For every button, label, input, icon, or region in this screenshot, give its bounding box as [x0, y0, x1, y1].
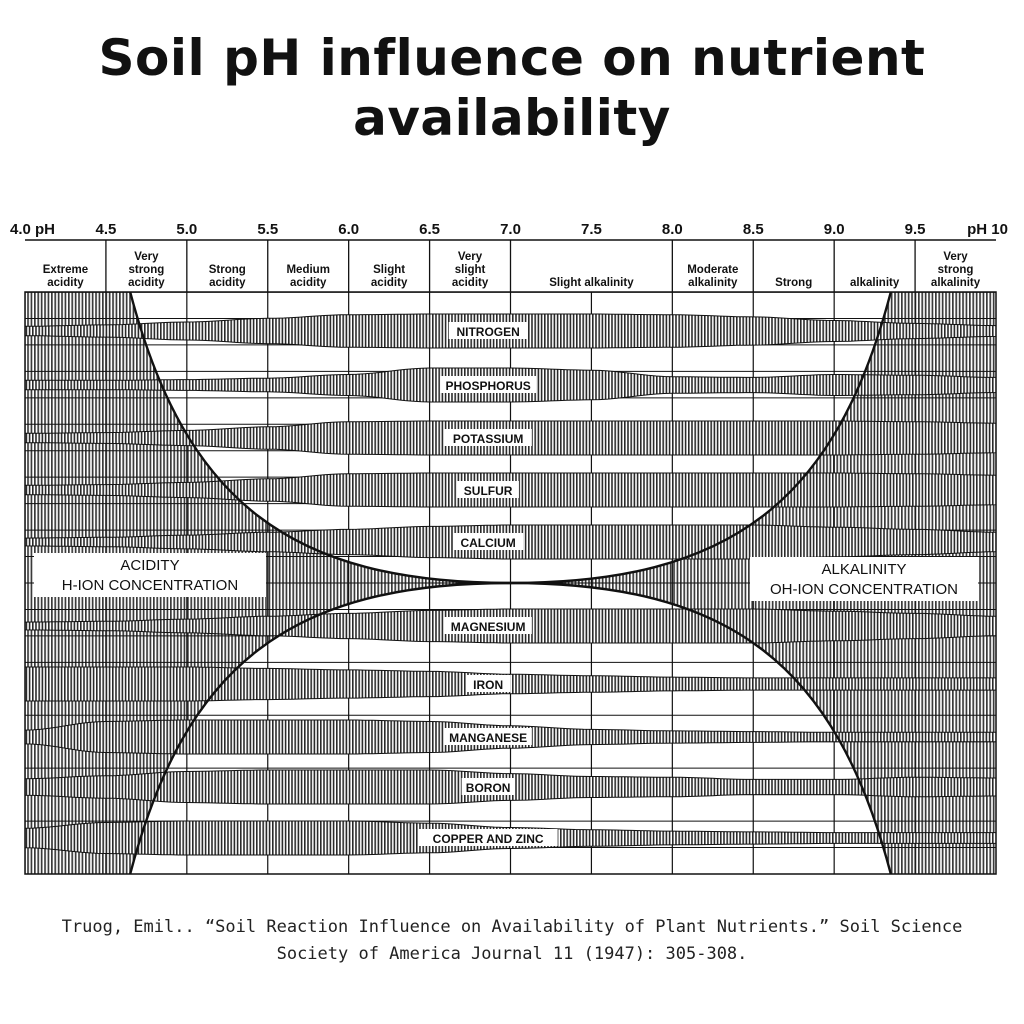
- concentration-curve: [129, 291, 511, 585]
- reaction-class-label: alkalinity: [688, 277, 738, 289]
- ph-tick-label: pH 10: [967, 221, 1008, 238]
- region-label-text: OH-ION CONCENTRATION: [770, 581, 958, 598]
- nutrient-band-phosphorus: PHOSPHORUS: [24, 367, 997, 403]
- concentration-curve: [510, 581, 892, 875]
- reaction-class-label: acidity: [209, 277, 246, 289]
- nutrient-label: CALCIUM: [460, 536, 515, 550]
- ph-tick-label: 4.0 pH: [10, 221, 55, 238]
- reaction-class-label: Medium: [286, 264, 329, 276]
- ph-tick-label: 7.0: [500, 221, 521, 238]
- concentration-curve: [510, 291, 892, 585]
- reaction-class-label: slight: [455, 264, 486, 276]
- ph-tick-label: 6.5: [419, 221, 440, 238]
- citation: Truog, Emil.. “Soil Reaction Influence o…: [61, 917, 963, 964]
- band-label-bg: [453, 533, 524, 550]
- band-label-bg: [457, 481, 519, 498]
- concentration-curves: [129, 291, 892, 875]
- nutrient-label: PHOSPHORUS: [445, 379, 530, 393]
- nutrient-band-calcium: CALCIUM: [24, 524, 997, 560]
- reaction-class-label: Very: [134, 251, 159, 263]
- ph-tick-label: 5.5: [257, 221, 278, 238]
- ph-tick-label: 6.0: [338, 221, 359, 238]
- ph-scale-header: 4.0 pH 4.5 5.0 5.5 6.0 6.5 7.0 7.5 8.0 8.5 9.0 9.5 p…: [10, 221, 1008, 293]
- nutrient-label: BORON: [466, 781, 511, 795]
- ph-tick-label: 4.5: [95, 221, 116, 238]
- nutrient-label: COPPER AND ZINC: [433, 832, 544, 846]
- band-label-bg: [465, 675, 511, 692]
- chart-title: Soil pH influence on nutrient availabili…: [98, 29, 926, 147]
- reaction-class-label: Very: [943, 251, 968, 263]
- reaction-class-label: acidity: [290, 277, 327, 289]
- alkalinity-label: ALKALINITY OH-ION CONCENTRATION: [750, 557, 978, 601]
- reaction-class-label: strong: [938, 264, 974, 276]
- ph-tick-label: 5.0: [176, 221, 197, 238]
- nutrient-bands: NITROGEN PHOSPHORUS POTASSIUM SULFUR CALCIUM…: [24, 313, 997, 856]
- region-label-text: H-ION CONCENTRATION: [62, 577, 238, 594]
- concentration-curve: [129, 581, 511, 875]
- band-label-bg: [444, 728, 532, 745]
- ph-tick-label: 8.5: [743, 221, 764, 238]
- nutrient-label: IRON: [473, 678, 503, 692]
- region-label-text: ALKALINITY: [821, 561, 906, 578]
- reaction-class-label: Strong: [775, 277, 812, 289]
- band-label-bg: [461, 778, 515, 795]
- region-label-bg: [34, 553, 266, 597]
- band-label-bg: [444, 617, 532, 634]
- reaction-class-label: alkalinity: [850, 277, 900, 289]
- nutrient-label: MANGANESE: [449, 731, 527, 745]
- band-label-bg: [444, 429, 532, 446]
- reaction-class-label: Very: [458, 251, 483, 263]
- reaction-class-label: acidity: [128, 277, 165, 289]
- nutrient-band-boron: BORON: [24, 769, 997, 805]
- region-label-bg: [750, 557, 978, 601]
- reaction-class-label: acidity: [371, 277, 408, 289]
- nutrient-label: SULFUR: [464, 484, 513, 498]
- region-label-text: ACIDITY: [120, 557, 179, 574]
- reaction-class-label: Strong: [209, 264, 246, 276]
- nutrient-band-sulfur: SULFUR: [24, 472, 997, 508]
- reaction-class-label: acidity: [47, 277, 84, 289]
- reaction-class-label: acidity: [452, 277, 489, 289]
- band-label-bg: [418, 829, 558, 846]
- reaction-class-label: Slight alkalinity: [549, 277, 634, 289]
- nutrient-availability-chart: NITROGEN PHOSPHORUS POTASSIUM SULFUR CALCIUM…: [10, 221, 1008, 875]
- nutrient-label: POTASSIUM: [453, 432, 523, 446]
- ph-tick-label: 7.5: [581, 221, 602, 238]
- ph-tick-label: 9.0: [824, 221, 845, 238]
- reaction-class-label: alkalinity: [931, 277, 981, 289]
- nutrient-label: NITROGEN: [456, 325, 519, 339]
- band-label-bg: [448, 322, 528, 339]
- acidity-label: ACIDITY H-ION CONCENTRATION: [34, 553, 266, 597]
- reaction-class-label: Extreme: [43, 264, 88, 276]
- chart-labels: ACIDITY H-ION CONCENTRATION ALKALINITY OH-I…: [34, 553, 978, 601]
- nutrient-band-copper-and-zinc: COPPER AND ZINC: [24, 820, 997, 856]
- band-label-bg: [440, 376, 537, 393]
- reaction-class-label: strong: [128, 264, 164, 276]
- reaction-class-label: Slight: [373, 264, 405, 276]
- nutrient-label: MAGNESIUM: [451, 620, 526, 634]
- nutrient-band-magnesium: MAGNESIUM: [24, 608, 997, 644]
- nutrient-band-nitrogen: NITROGEN: [24, 313, 997, 349]
- nutrient-band-manganese: MANGANESE: [24, 719, 997, 755]
- reaction-class-label: Moderate: [687, 264, 738, 276]
- ph-tick-label: 8.0: [662, 221, 683, 238]
- ph-tick-label: 9.5: [905, 221, 926, 238]
- nutrient-band-iron: IRON: [24, 666, 997, 702]
- band-fill: [24, 666, 997, 702]
- nutrient-band-potassium: POTASSIUM: [24, 420, 997, 456]
